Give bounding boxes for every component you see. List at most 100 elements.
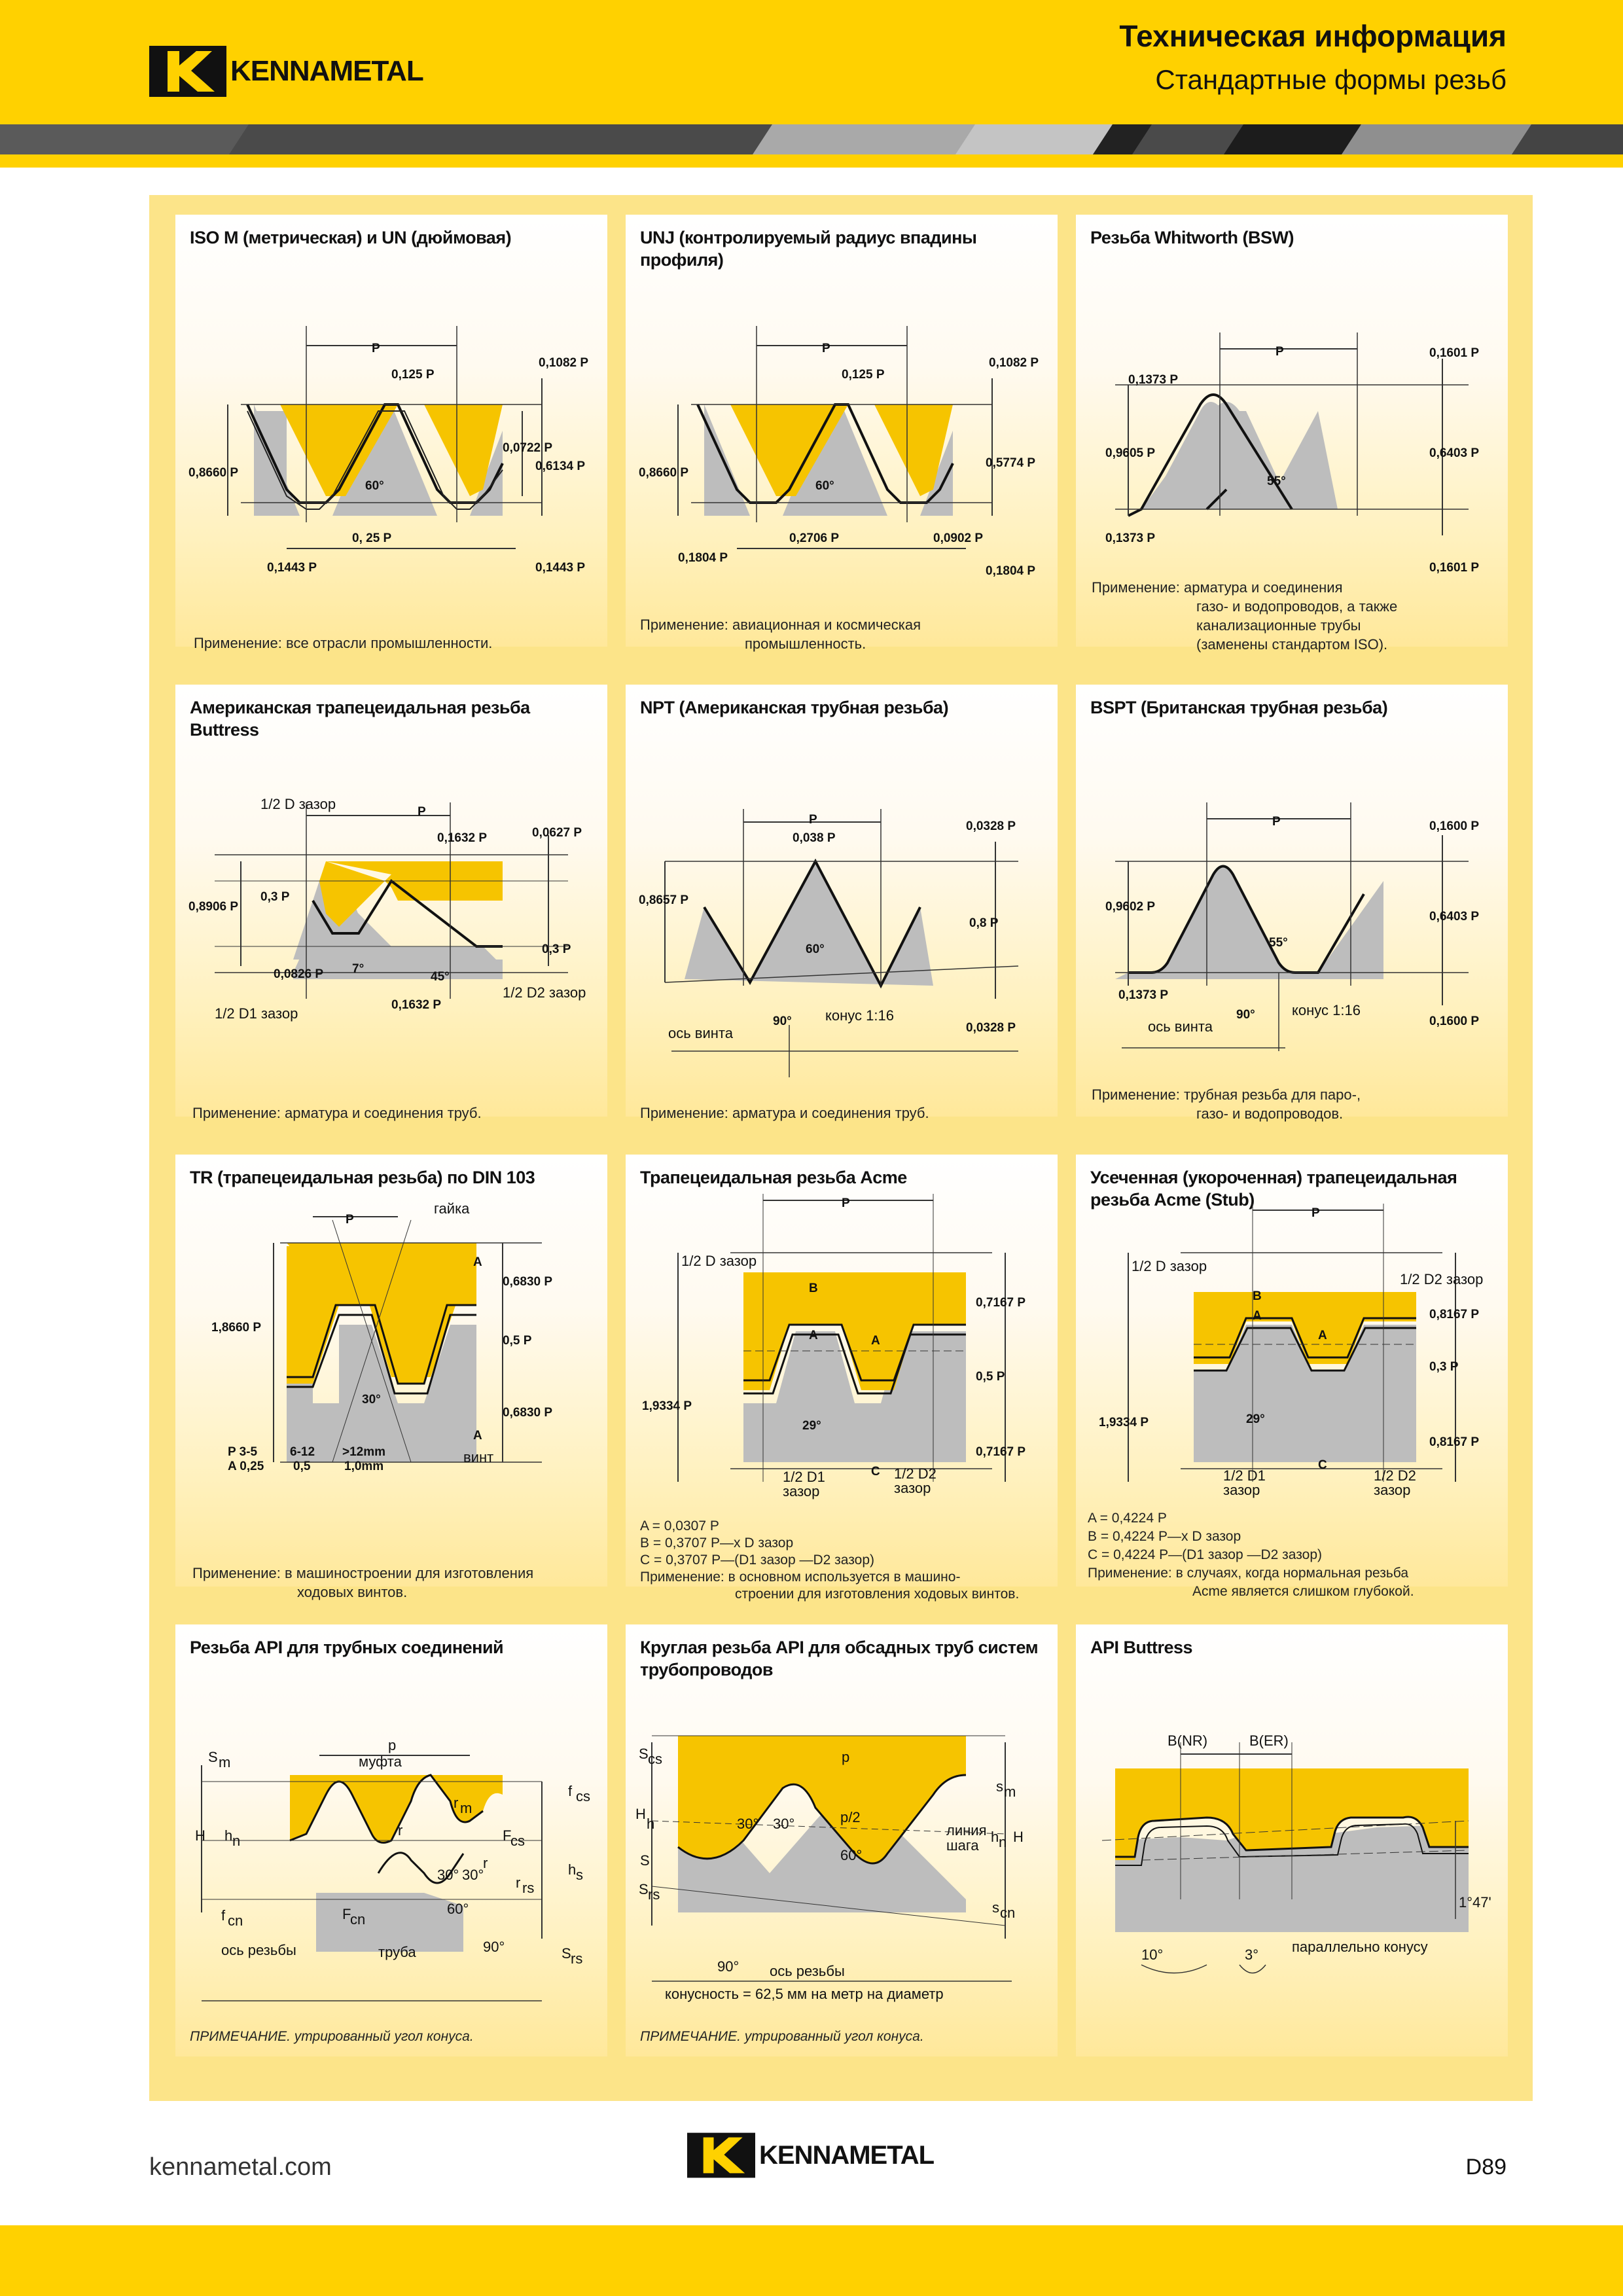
dim-label: 1/2 D1 — [783, 1469, 825, 1485]
dim-label: 30° — [362, 1393, 381, 1407]
dim-label: 1,8660 P — [211, 1321, 261, 1335]
dim-label: 0,125 P — [391, 368, 435, 382]
dim-label: конусность = 62,5 мм на метр на диаметр — [665, 1986, 944, 2002]
dim-label: 0,5 P — [976, 1370, 1005, 1384]
dim-label: гайка — [434, 1200, 470, 1217]
dim-label: P — [1272, 815, 1281, 829]
dim-label: 0,1632 P — [437, 831, 487, 845]
dim-label: C — [1318, 1458, 1327, 1472]
dim-label: 29° — [1246, 1412, 1265, 1426]
dim-label: A — [1253, 1309, 1262, 1323]
dim-label: 0,0826 P — [274, 967, 323, 981]
card-api-tubing: Резьба API для трубных соединений S m p … — [175, 1624, 607, 2056]
page-subtitle: Стандартные формы резьб — [1155, 64, 1507, 95]
bspt-thread-diagram: P 0,1600 P 0,9602 P 55° 0,6403 P 0,1373 … — [1105, 802, 1479, 1051]
dim-label: 0,1082 P — [539, 356, 588, 370]
dim-label: труба — [378, 1944, 416, 1960]
dim-label: p — [842, 1749, 849, 1765]
card-unj: UNJ (контролируемый радиус впадины профи… — [626, 215, 1058, 652]
header-stripes — [0, 124, 1623, 154]
api-tubing-thread-diagram: S m p муфта f cs H h n r r m F cs h s f … — [195, 1737, 590, 2001]
dim-label: A — [1318, 1329, 1327, 1342]
dim-label: 0,7167 P — [976, 1445, 1026, 1459]
dim-label: ось винта — [1148, 1018, 1213, 1035]
card-title: TR (трапецеидальная резьба) по DIN 103 — [190, 1168, 535, 1187]
card-title: Резьба Whitworth (BSW) — [1090, 228, 1294, 247]
dim-label: зазор — [783, 1483, 819, 1499]
dim-label: 0,0627 P — [532, 826, 582, 840]
dim-label: 0,1443 P — [535, 561, 585, 575]
card-title: NPT (Американская трубная резьба) — [640, 698, 949, 717]
dim-label: 0,1373 P — [1105, 531, 1155, 545]
dim-label: A — [809, 1329, 818, 1342]
dim-label: 3° — [1245, 1946, 1258, 1963]
card-title: Американская трапецеидальная резьба Butt… — [190, 698, 530, 740]
dim-label: 1/2 D зазор — [1132, 1258, 1207, 1274]
dim-label: 0,1601 P — [1429, 561, 1479, 575]
card-tr-din103: TR (трапецеидальная резьба) по DIN 103 P… — [175, 1155, 607, 1600]
dim-label: 0,0902 P — [933, 531, 983, 545]
dim-label: h — [991, 1829, 999, 1845]
application-text: Применение: арматура и соединения газо- … — [1092, 579, 1398, 653]
dim-label: 0, 25 P — [352, 531, 392, 545]
dim-label: 45° — [431, 970, 450, 984]
card-title: UNJ (контролируемый радиус впадины профи… — [640, 228, 977, 270]
dim-label: 0,5774 P — [986, 456, 1035, 470]
dim-label: A 0,25 — [228, 1460, 264, 1473]
dim-label: r — [483, 1855, 488, 1871]
dim-label: h — [568, 1861, 576, 1878]
api-round-thread-diagram: S cs p s m H h S 30° 30° p/2 линия шага … — [635, 1735, 1024, 2002]
dim-label: rs — [571, 1950, 582, 1967]
dim-label: 90° — [773, 1014, 792, 1028]
dim-label: муфта — [359, 1753, 402, 1770]
dim-label: 90° — [1236, 1008, 1255, 1022]
dim-label: 0,5 P — [503, 1334, 532, 1348]
footer-kennametal-logo: KENNAMETAL — [687, 2132, 935, 2178]
dim-label: A — [473, 1255, 482, 1269]
dim-label: 0,1373 P — [1128, 373, 1178, 387]
footer-url[interactable]: kennametal.com — [149, 2153, 332, 2181]
dim-label: B — [809, 1282, 818, 1295]
card-acme-stub: Усеченная (укороченная) трапецеидальная … — [1076, 1155, 1508, 1599]
formulas-and-application: A = 0,4224 P B = 0,4224 P—x D зазор C = … — [1088, 1511, 1414, 1599]
dim-label: cn — [1000, 1905, 1015, 1921]
kennametal-k-icon — [149, 46, 226, 97]
brand-wordmark: KENNAMETAL — [230, 55, 424, 87]
dim-label: 0,125 P — [842, 368, 885, 382]
dim-label: 30° — [773, 1816, 794, 1832]
dim-label: f — [568, 1783, 573, 1799]
dim-label: 0,7167 P — [976, 1296, 1026, 1310]
dim-label: 0,1804 P — [986, 564, 1035, 578]
card-api-buttress: API Buttress B(NR) B(ER) 1°47' 10° 3° па… — [1076, 1624, 1508, 2056]
dim-label: конус 1:16 — [825, 1007, 894, 1024]
dim-label: ось резьбы — [770, 1963, 845, 1979]
dim-label: 0,1600 P — [1429, 1014, 1479, 1028]
kennametal-k-icon — [687, 2132, 755, 2178]
dim-label: S — [208, 1749, 218, 1765]
dim-label: 0,6830 P — [503, 1275, 552, 1289]
dim-label: 6-12 — [290, 1445, 315, 1459]
dim-label: B(ER) — [1249, 1732, 1289, 1749]
tr-thread-diagram: P гайка A 0,6830 P 1,8660 P 0,5 P 30° 0,… — [211, 1200, 552, 1473]
application-text: Применение: арматура и соединения труб. — [192, 1105, 482, 1121]
dim-label: ось винта — [668, 1025, 734, 1041]
dim-label: 0,1443 P — [267, 561, 317, 575]
acme-stub-thread-diagram: P 1/2 D зазор 1/2 D2 зазор B A 0,8167 P … — [1099, 1204, 1483, 1498]
card-buttress: Американская трапецеидальная резьба Butt… — [175, 685, 607, 1121]
application-text: Применение: авиационная и космическая пр… — [640, 617, 921, 652]
dim-label: 1/2 D2 зазор — [503, 984, 586, 1001]
dim-label: s — [996, 1778, 1003, 1795]
dim-label: 90° — [483, 1939, 505, 1955]
dim-label: 0,6830 P — [503, 1406, 552, 1420]
dim-label: S — [562, 1945, 571, 1962]
dim-label: F — [503, 1827, 511, 1844]
dim-label: cs — [510, 1833, 525, 1849]
dim-label: 0,3 P — [542, 942, 571, 956]
dim-label: S — [639, 1746, 649, 1762]
dim-label: A — [871, 1334, 880, 1348]
dim-label: 60° — [806, 942, 825, 956]
dim-label: H — [195, 1827, 205, 1844]
dim-label: 55° — [1267, 475, 1286, 488]
card-title: Усеченная (укороченная) трапецеидальная … — [1090, 1168, 1457, 1210]
dim-label: n — [999, 1834, 1007, 1850]
